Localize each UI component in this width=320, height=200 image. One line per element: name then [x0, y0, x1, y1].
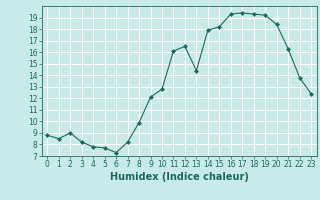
X-axis label: Humidex (Indice chaleur): Humidex (Indice chaleur) — [110, 172, 249, 182]
